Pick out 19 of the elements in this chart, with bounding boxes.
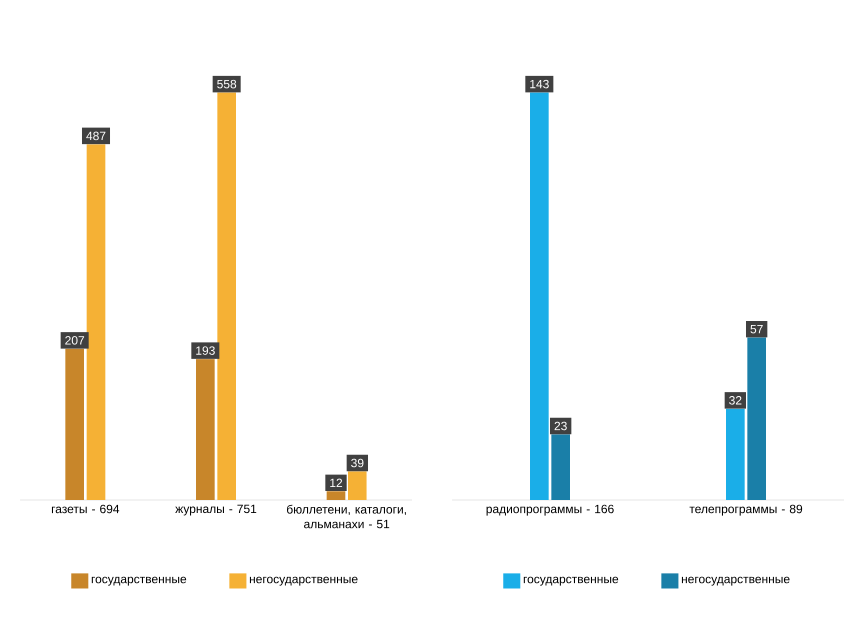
data-label: 143 [530,80,549,88]
legend-label: государственные [524,576,618,586]
legend-label: государственные [92,576,186,586]
data-label: 12 [330,478,342,487]
x-tick-label: газеты - 694 [52,504,120,514]
data-label: 207 [65,336,84,345]
data-label: 193 [196,346,215,355]
data-label: 487 [86,132,106,140]
x-tick-label: журналы - 751 [175,504,256,516]
x-tick-label: телепрограммы - 89 [690,504,802,516]
legend-label: негосударственные [250,576,358,586]
data-label: 23 [554,422,567,430]
data-label: 57 [750,324,763,334]
data-label: 39 [351,458,364,468]
x-tick-label: радиопрограммы - 166 [486,504,614,516]
data-label: 558 [217,80,236,88]
x-tick-label: бюллетени, каталоги, альманахи - 51 [286,504,406,528]
data-label: 32 [729,396,742,405]
legend-label: негосударственные [682,576,790,586]
